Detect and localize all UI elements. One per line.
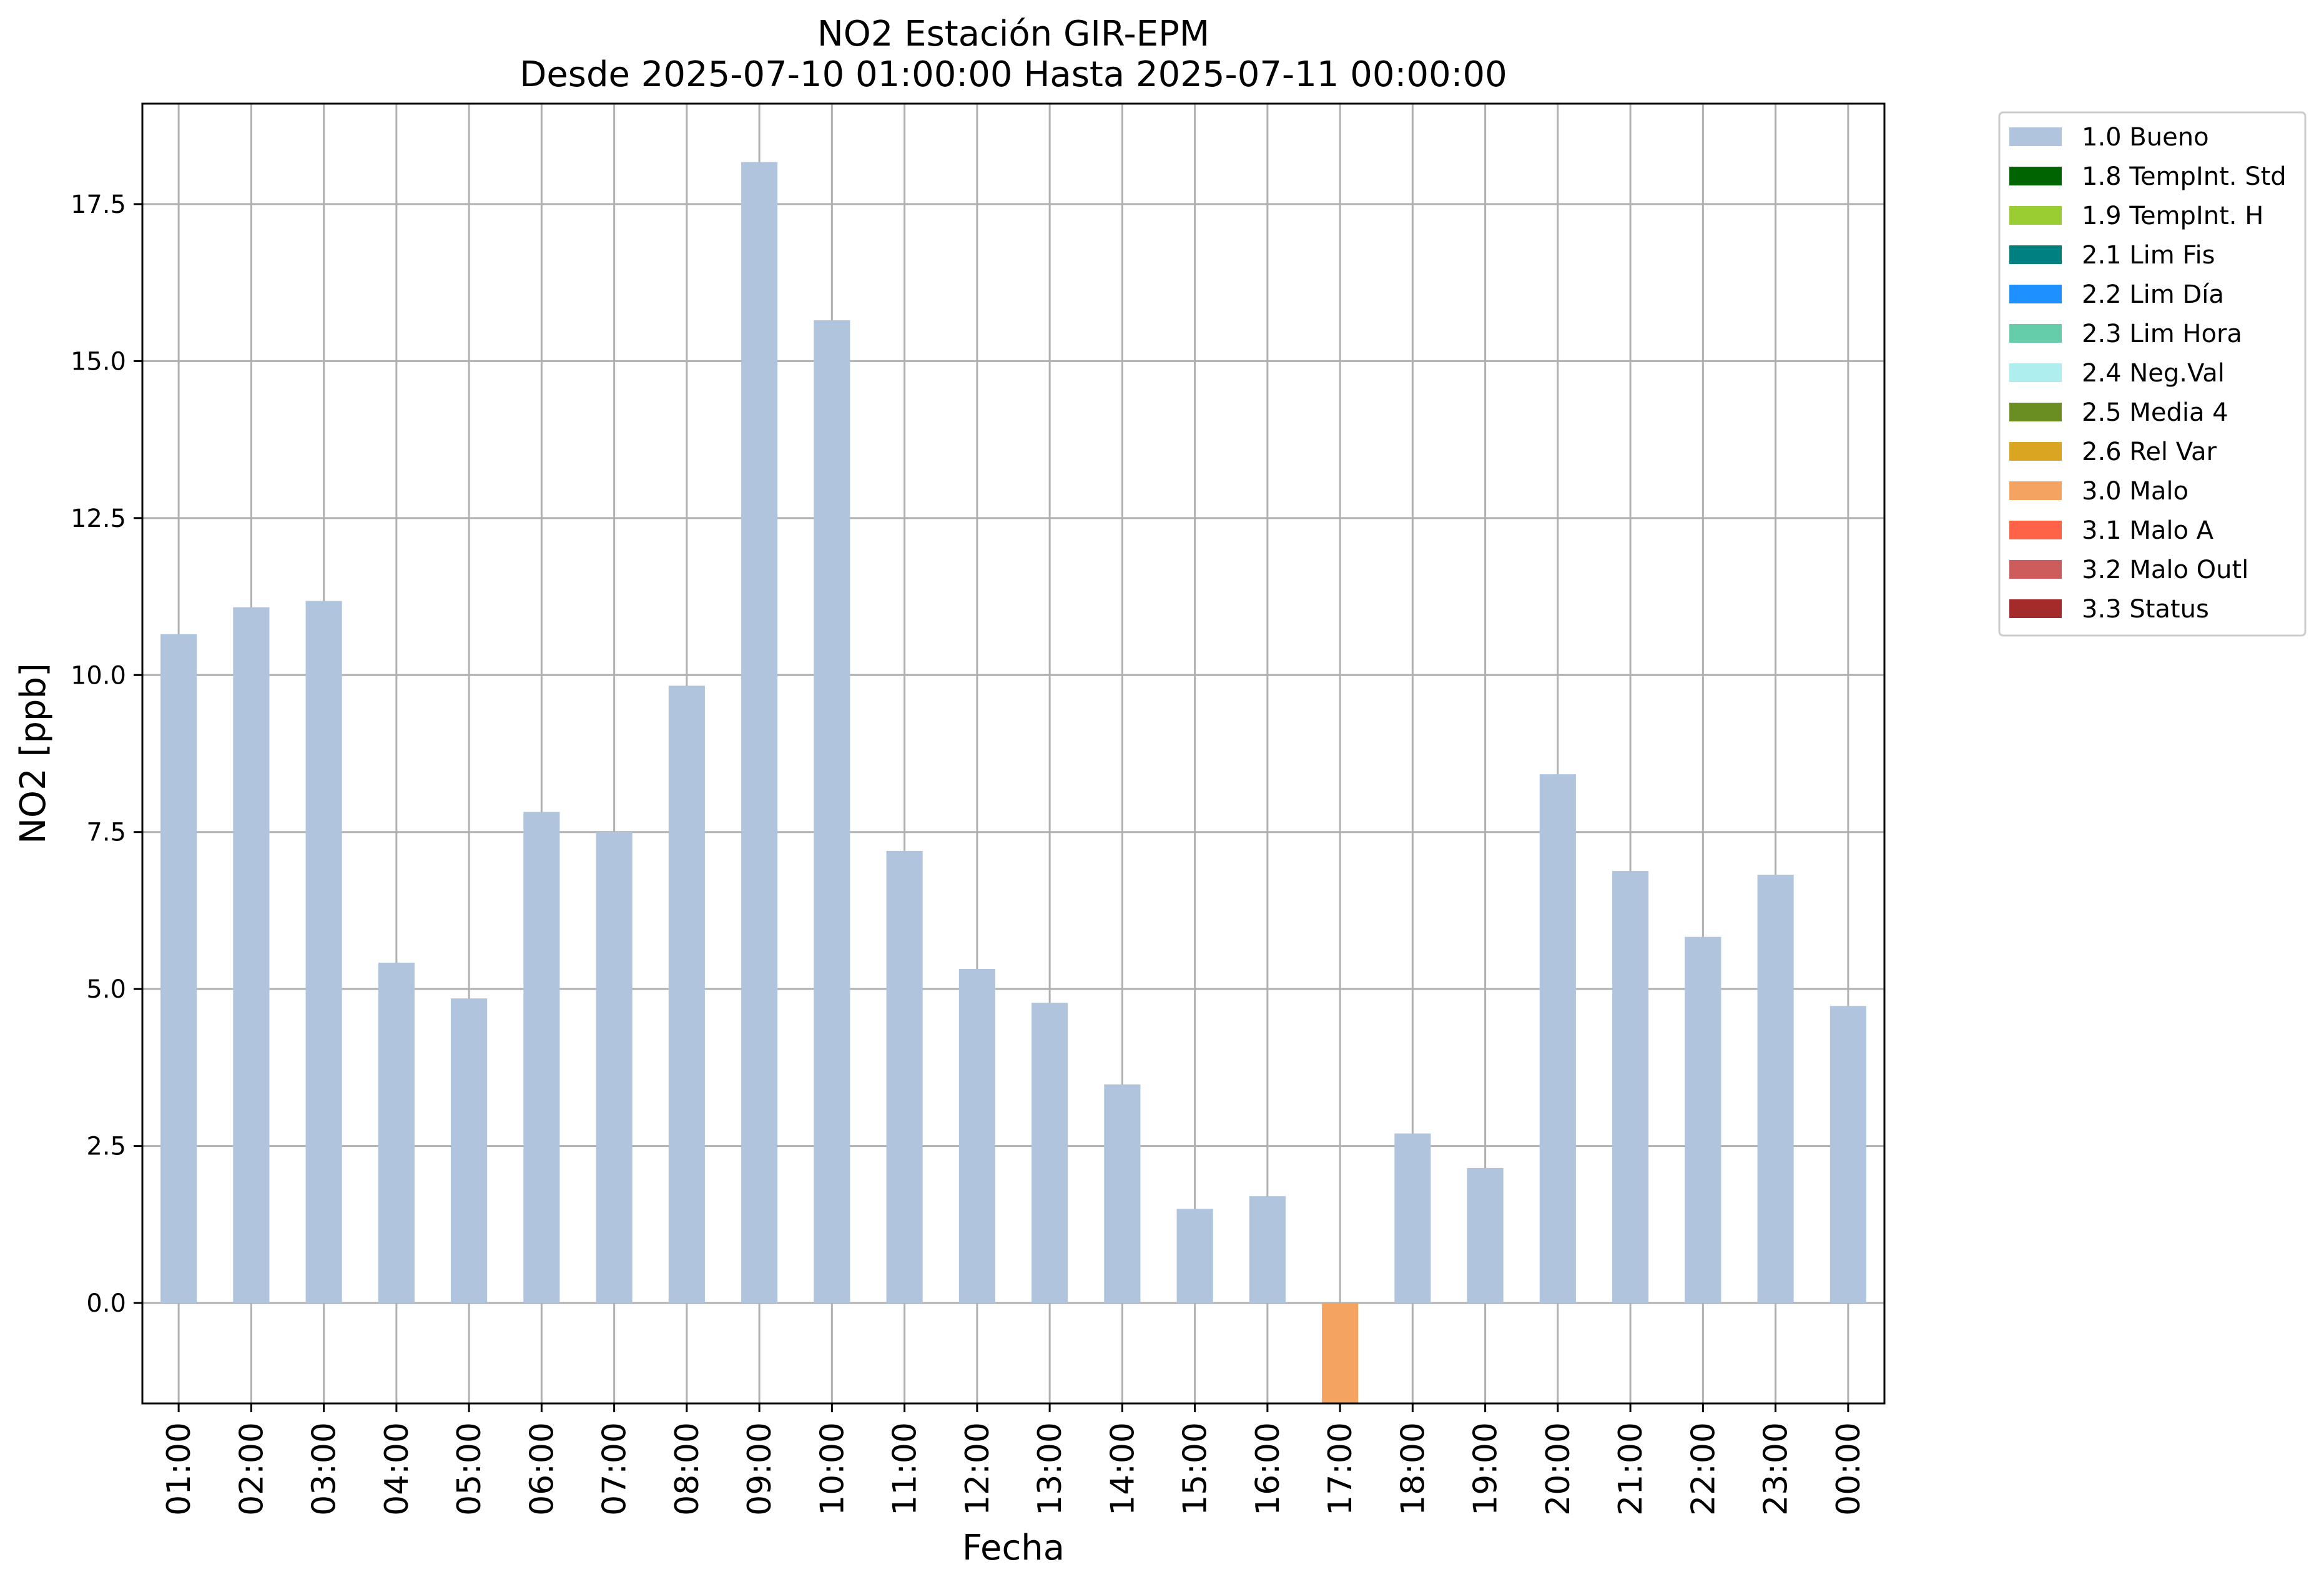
bar-1900: [1467, 1167, 1504, 1304]
legend-swatch: [2009, 442, 2062, 461]
x-tick-label: 20:00: [1540, 1422, 1577, 1516]
x-tick-label: 01:00: [160, 1422, 198, 1516]
legend-swatch: [2009, 127, 2062, 146]
x-tick-label: 09:00: [741, 1422, 779, 1516]
legend-swatch: [2009, 167, 2062, 185]
x-axis-ticks: 01:00 02:00 03:00 04:00 05:00 06:00 07:00 08:00…: [160, 1403, 1868, 1516]
x-tick-label: 22:00: [1685, 1422, 1722, 1516]
x-tick-label: 06:00: [523, 1422, 561, 1516]
legend-label: 3.2 Malo Outl: [2082, 556, 2248, 584]
x-tick-label: 14:00: [1104, 1422, 1141, 1516]
y-axis-ticks: 0.0 2.5 5.0 7.5 10.0 12.5 15.0 17.5: [71, 190, 142, 1318]
legend-label: 2.5 Media 4: [2082, 398, 2228, 427]
x-tick-label: 03:00: [306, 1422, 343, 1516]
chart-subtitle: Desde 2025-07-10 01:00:00 Hasta 2025-07-…: [519, 54, 1507, 95]
legend-label: 3.1 Malo A: [2082, 516, 2214, 545]
bar-0500: [451, 998, 488, 1304]
x-axis-label: Fecha: [962, 1528, 1065, 1568]
legend-swatch: [2009, 599, 2062, 618]
x-tick-label: 13:00: [1032, 1422, 1069, 1516]
legend-swatch: [2009, 206, 2062, 225]
x-tick-label: 19:00: [1467, 1422, 1505, 1516]
y-tick-label: 7.5: [86, 818, 126, 847]
x-tick-label: 18:00: [1394, 1422, 1432, 1516]
bar-2300: [1757, 875, 1794, 1304]
bars: [160, 162, 1866, 1403]
y-tick-label: 0.0: [86, 1289, 126, 1318]
x-tick-label: 23:00: [1758, 1422, 1795, 1516]
bar-1200: [958, 968, 995, 1304]
x-tick-label: 17:00: [1322, 1422, 1359, 1516]
legend: 1.0 Bueno 1.8 TempInt. Std 1.9 TempInt. H 2…: [1998, 111, 2307, 637]
plot-frame: [141, 102, 1886, 1405]
bar-1300: [1032, 1003, 1068, 1304]
bar-1000: [814, 320, 850, 1304]
y-axis-label: NO2 [ppb]: [13, 663, 54, 844]
legend-swatch: [2009, 245, 2062, 264]
x-tick-label: 11:00: [887, 1422, 924, 1516]
legend-label: 1.9 TempInt. H: [2082, 202, 2263, 230]
bar-0800: [668, 685, 705, 1304]
bar-0700: [596, 832, 633, 1304]
bar-0100: [160, 634, 197, 1304]
bar-1700: [1322, 1303, 1359, 1403]
legend-swatch: [2009, 403, 2062, 421]
bar-2200: [1685, 936, 1721, 1304]
legend-label: 1.8 TempInt. Std: [2082, 162, 2287, 191]
x-tick-label: 05:00: [451, 1422, 488, 1516]
bar-0600: [523, 812, 560, 1304]
bar-1800: [1394, 1133, 1431, 1304]
y-tick-label: 2.5: [86, 1132, 126, 1161]
legend-label: 1.0 Bueno: [2082, 123, 2209, 152]
y-tick-label: 10.0: [71, 661, 126, 690]
y-tick-label: 12.5: [71, 504, 126, 533]
legend-swatch: [2009, 481, 2062, 500]
legend-label: 3.0 Malo: [2082, 477, 2189, 506]
legend-swatch: [2009, 324, 2062, 343]
legend-frame: [1998, 111, 2307, 637]
chart-title: NO2 Estación GIR-EPM: [817, 14, 1209, 54]
bar-2000: [1539, 774, 1576, 1304]
legend-swatch: [2009, 521, 2062, 539]
x-tick-label: 08:00: [669, 1422, 706, 1516]
y-tick-label: 15.0: [71, 347, 126, 376]
legend-label: 2.3 Lim Hora: [2082, 320, 2242, 348]
x-tick-label: 16:00: [1249, 1422, 1287, 1516]
bar-1600: [1249, 1196, 1286, 1304]
legend-swatch: [2009, 285, 2062, 303]
x-tick-label: 10:00: [814, 1422, 851, 1516]
bar-0900: [741, 162, 778, 1304]
y-tick-label: 5.0: [86, 975, 126, 1004]
legend-label: 2.6 Rel Var: [2082, 438, 2217, 466]
x-tick-label: 12:00: [959, 1422, 997, 1516]
legend-label: 2.1 Lim Fis: [2082, 241, 2215, 270]
bar-0200: [233, 607, 270, 1304]
y-tick-label: 17.5: [71, 190, 126, 219]
bar-1100: [886, 850, 923, 1304]
bar-1400: [1104, 1084, 1141, 1304]
bar-1500: [1176, 1209, 1213, 1304]
legend-swatch: [2009, 560, 2062, 579]
x-tick-label: 21:00: [1612, 1422, 1650, 1516]
x-tick-label: 15:00: [1177, 1422, 1214, 1516]
legend-label: 2.2 Lim Día: [2082, 280, 2224, 309]
x-tick-label: 02:00: [233, 1422, 270, 1516]
bar-0300: [305, 601, 342, 1304]
bar-2100: [1612, 871, 1649, 1304]
x-tick-label: 07:00: [596, 1422, 634, 1516]
legend-label: 2.4 Neg.Val: [2082, 359, 2225, 388]
legend-swatch: [2009, 363, 2062, 382]
bar-0400: [378, 962, 415, 1304]
bar-0000: [1829, 1006, 1866, 1304]
x-tick-label: 04:00: [378, 1422, 416, 1516]
legend-label: 3.3 Status: [2082, 595, 2209, 624]
x-tick-label: 00:00: [1830, 1422, 1868, 1516]
